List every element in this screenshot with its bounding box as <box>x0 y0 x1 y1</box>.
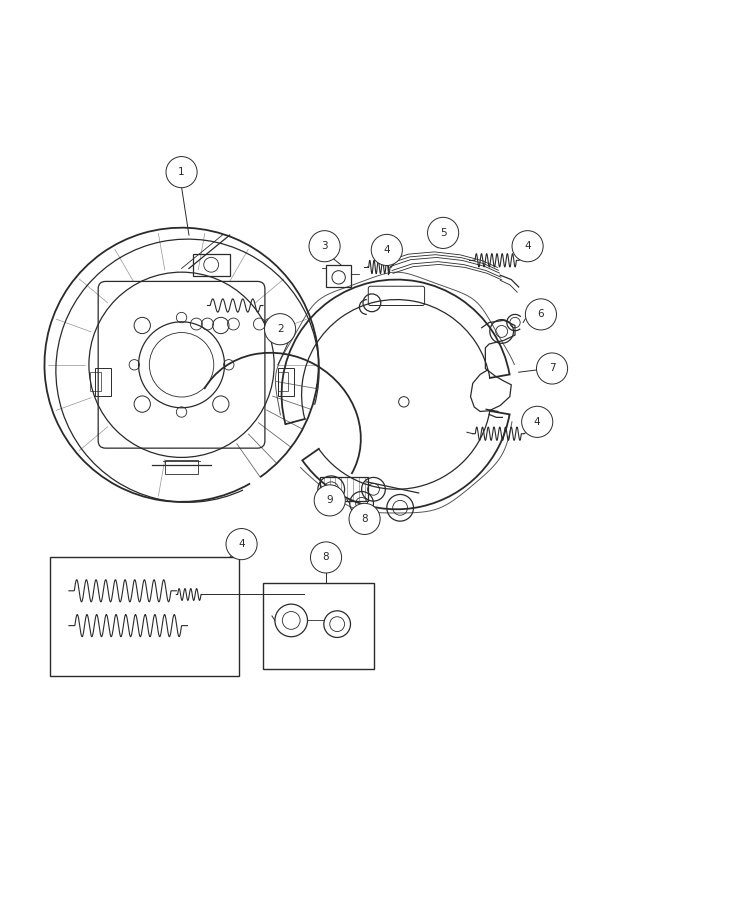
Bar <box>50 557 239 676</box>
Circle shape <box>314 485 345 516</box>
Bar <box>95 368 111 396</box>
Circle shape <box>512 230 543 262</box>
Circle shape <box>525 299 556 330</box>
Text: 6: 6 <box>538 310 544 320</box>
Circle shape <box>428 217 459 248</box>
Text: 8: 8 <box>323 553 329 562</box>
Text: 5: 5 <box>440 228 446 238</box>
Bar <box>263 583 374 669</box>
Text: 8: 8 <box>362 514 368 524</box>
Circle shape <box>309 230 340 262</box>
Text: 2: 2 <box>277 324 283 334</box>
Bar <box>90 373 101 392</box>
Circle shape <box>166 157 197 188</box>
Circle shape <box>536 353 568 384</box>
Text: 4: 4 <box>534 417 540 427</box>
Text: 4: 4 <box>384 245 390 255</box>
Bar <box>165 461 198 473</box>
Circle shape <box>310 542 342 573</box>
Text: 7: 7 <box>549 364 555 374</box>
Bar <box>278 373 288 392</box>
Circle shape <box>349 503 380 535</box>
Circle shape <box>226 528 257 560</box>
Text: 1: 1 <box>179 167 185 177</box>
Bar <box>326 265 351 287</box>
Text: 3: 3 <box>322 241 328 251</box>
Bar <box>320 477 368 501</box>
Bar <box>278 368 294 396</box>
Text: 4: 4 <box>525 241 531 251</box>
Circle shape <box>265 314 296 345</box>
Text: 4: 4 <box>239 539 245 549</box>
Circle shape <box>371 234 402 266</box>
Circle shape <box>522 406 553 437</box>
Text: 9: 9 <box>327 495 333 506</box>
